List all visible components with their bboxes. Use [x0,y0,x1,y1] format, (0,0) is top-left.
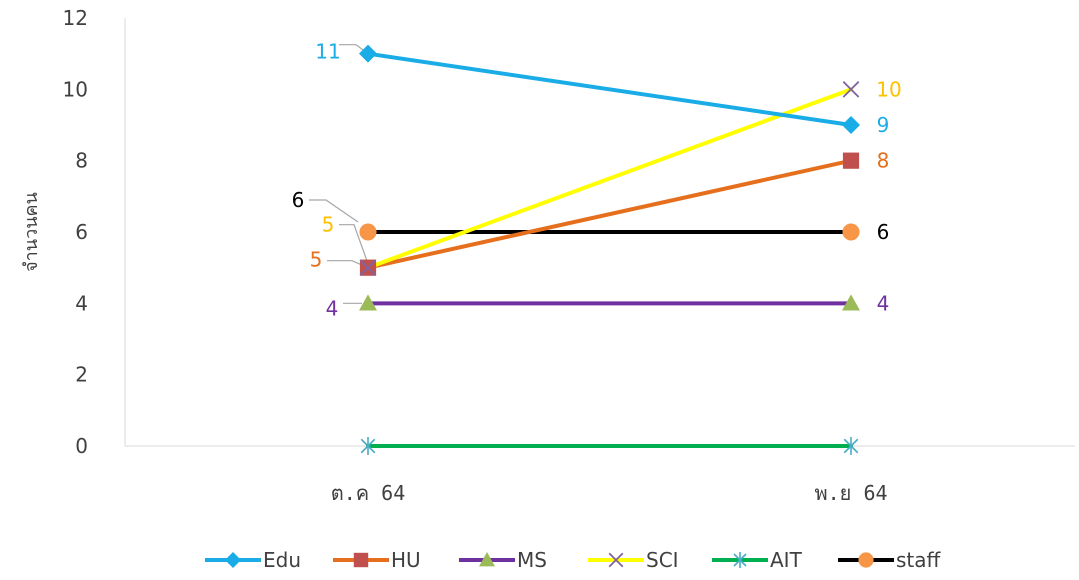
legend-marker-edu [225,552,241,568]
marker-ms [359,294,377,311]
axes: 0 2 4 6 8 10 12 ต.ค 64 พ.ย 64 จำนวนคน [21,6,1075,505]
marker-ait [843,437,859,455]
data-label-sci: 5 [322,213,335,237]
x-tick-label: พ.ย 64 [814,481,887,505]
legend-marker-sci [608,552,624,568]
legend-label-hu: HU [391,548,421,572]
data-label-hu: 8 [877,149,890,173]
data-label-ms: 4 [326,296,339,320]
legend-marker-ms [479,552,495,567]
data-label-ms: 4 [877,291,890,315]
y-tick-label: 12 [63,6,88,30]
legend-marker-ait [733,552,747,568]
series-line-hu [366,158,853,270]
legend-label-ait: AIT [770,548,803,572]
legend-marker-staff [858,552,874,568]
y-tick-label: 2 [75,363,88,387]
y-tick-label: 8 [75,149,88,173]
legend-label-sci: SCI [646,548,679,572]
y-axis-title: จำนวนคน [21,192,42,272]
marker-staff [842,223,860,241]
data-label-staff: 6 [292,188,305,212]
y-tick-label: 4 [75,291,88,315]
y-tick-label: 10 [63,77,88,101]
marker-edu [359,44,377,63]
series-line-edu [366,51,853,127]
label-leader-staff [309,199,359,223]
data-label-staff: 6 [877,220,890,244]
marker-hu [842,152,860,169]
marker-sci [359,259,377,276]
label-leader-sci [339,224,369,264]
marker-ms [842,294,860,311]
legend-label-staff: staff [896,548,942,572]
series-line-sci [366,87,853,270]
legend-marker-hu [353,552,369,568]
marker-ait [360,437,376,455]
series-lines [366,51,853,448]
marker-sci [842,81,860,98]
data-label-edu: 11 [315,40,340,64]
legend: Edu HU MS SCI AIT staff [205,548,942,572]
data-label-sci: 10 [876,77,901,101]
data-label-edu: 9 [877,113,890,137]
marker-edu [842,116,860,134]
marker-staff [359,223,377,241]
y-tick-label: 6 [75,220,88,244]
series-markers [359,44,860,455]
legend-label-ms: MS [517,548,547,572]
x-tick-label: ต.ค 64 [331,481,406,505]
data-label-hu: 5 [310,248,323,272]
legend-label-edu: Edu [263,548,301,572]
y-tick-label: 0 [75,434,88,458]
